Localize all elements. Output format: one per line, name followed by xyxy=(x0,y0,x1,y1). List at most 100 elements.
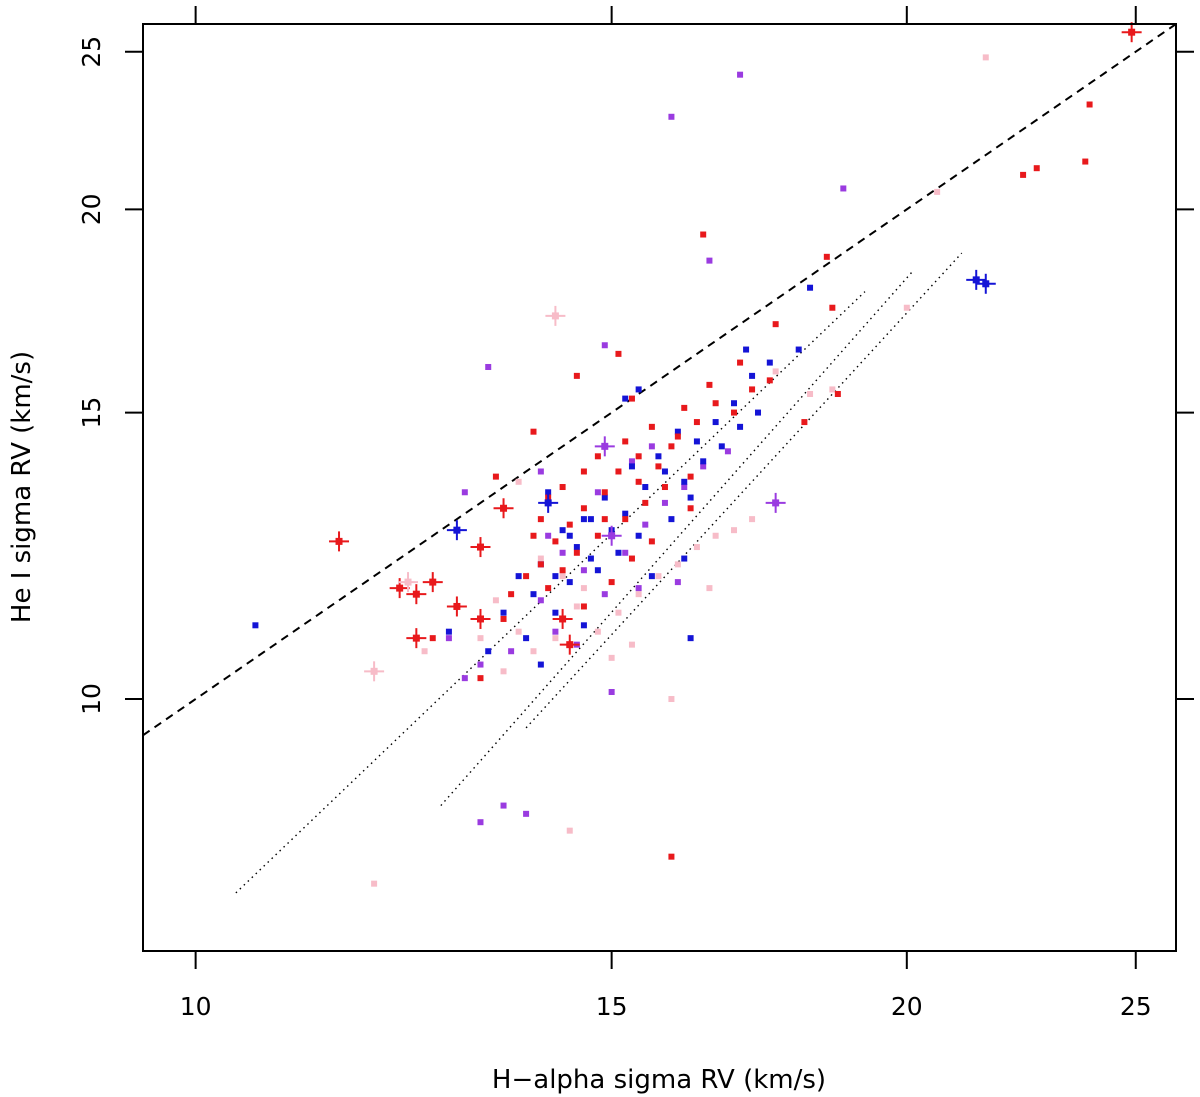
data-point-blue xyxy=(500,609,507,616)
data-point-blue xyxy=(566,532,573,539)
data-point-blue xyxy=(635,386,642,393)
data-point-red xyxy=(573,549,580,556)
data-point-red xyxy=(687,473,694,480)
reference-line-lower-3 xyxy=(525,252,963,729)
data-point-pink xyxy=(749,516,756,523)
data-point-pink xyxy=(674,561,681,568)
error-marker xyxy=(329,531,350,552)
data-point-red xyxy=(642,499,649,506)
data-point-pink xyxy=(559,573,566,580)
data-point-blue xyxy=(573,544,580,551)
data-point-red xyxy=(594,453,601,460)
data-point-red xyxy=(622,438,629,445)
data-point-red xyxy=(737,359,744,366)
data-point-blue xyxy=(674,428,681,435)
error-marker xyxy=(406,628,427,649)
error-marker xyxy=(545,305,566,326)
data-point-purple xyxy=(674,579,681,586)
data-point-red xyxy=(674,433,681,440)
data-point-red xyxy=(823,253,830,260)
data-point-blue xyxy=(737,423,744,430)
data-point-red xyxy=(477,675,484,682)
error-marker xyxy=(975,273,996,294)
y-tick-label: 10 xyxy=(77,683,106,715)
x-tick-label: 10 xyxy=(180,992,212,1021)
x-tick-label: 15 xyxy=(596,992,628,1021)
data-point-purple xyxy=(552,628,559,635)
error-marker xyxy=(470,537,491,558)
error-marker xyxy=(594,436,615,457)
data-point-blue xyxy=(587,516,594,523)
data-point-purple xyxy=(700,463,707,470)
data-point-red xyxy=(580,603,587,610)
data-point-blue xyxy=(252,622,259,629)
data-point-purple xyxy=(642,521,649,528)
data-point-blue xyxy=(681,555,688,562)
data-point-red xyxy=(492,473,499,480)
data-point-pink xyxy=(934,188,941,195)
data-point-pink xyxy=(807,390,814,397)
data-point-red xyxy=(749,386,756,393)
data-point-purple xyxy=(661,499,668,506)
data-point-blue xyxy=(766,359,773,366)
data-point-purple xyxy=(580,567,587,574)
data-point-pink xyxy=(712,532,719,539)
data-point-red xyxy=(635,478,642,485)
data-point-blue xyxy=(668,516,675,523)
data-point-red xyxy=(700,231,707,238)
data-point-red xyxy=(559,567,566,574)
data-point-purple xyxy=(601,342,608,349)
data-point-red xyxy=(580,468,587,475)
data-point-blue xyxy=(601,494,608,501)
data-point-pink xyxy=(628,641,635,648)
error-marker xyxy=(601,525,622,546)
data-point-purple xyxy=(523,810,530,817)
data-point-purple xyxy=(635,585,642,592)
data-point-pink xyxy=(492,597,499,604)
data-point-purple xyxy=(508,648,515,655)
data-point-red xyxy=(712,400,719,407)
data-point-blue xyxy=(718,443,725,450)
error-marker xyxy=(446,596,467,617)
data-point-red xyxy=(566,521,573,528)
data-point-blue xyxy=(635,532,642,539)
data-point-blue xyxy=(693,438,700,445)
data-point-pink xyxy=(421,648,428,655)
data-point-purple xyxy=(648,443,655,450)
data-point-pink xyxy=(903,304,910,311)
data-point-pink xyxy=(829,386,836,393)
plot-frame xyxy=(142,23,1177,952)
data-point-purple xyxy=(477,819,484,826)
data-point-pink xyxy=(371,880,378,887)
data-point-red xyxy=(706,381,713,388)
data-point-purple xyxy=(628,458,635,465)
data-point-red xyxy=(508,591,515,598)
data-point-red xyxy=(500,615,507,622)
data-point-blue xyxy=(749,372,756,379)
data-point-red xyxy=(530,532,537,539)
axis-ticks xyxy=(125,6,1194,969)
data-point-purple xyxy=(477,661,484,668)
data-point-blue xyxy=(642,484,649,491)
data-point-purple xyxy=(537,468,544,475)
data-point-blue xyxy=(566,579,573,586)
data-point-blue xyxy=(622,510,629,517)
data-point-red xyxy=(635,453,642,460)
data-point-red xyxy=(731,409,738,416)
data-point-red xyxy=(601,489,608,496)
reference-lines xyxy=(143,24,1176,894)
data-point-red xyxy=(559,484,566,491)
data-point-red xyxy=(766,377,773,384)
data-point-blue xyxy=(485,648,492,655)
data-point-red xyxy=(693,419,700,426)
reference-line-lower-2 xyxy=(440,271,913,807)
data-point-red xyxy=(655,463,662,470)
data-point-blue xyxy=(445,628,452,635)
data-point-red xyxy=(537,516,544,523)
data-point-red xyxy=(648,423,655,430)
data-point-red xyxy=(1033,165,1040,172)
data-point-blue xyxy=(594,567,601,574)
x-tick-label: 25 xyxy=(1120,992,1152,1021)
data-point-blue xyxy=(807,284,814,291)
data-point-red xyxy=(1086,101,1093,108)
